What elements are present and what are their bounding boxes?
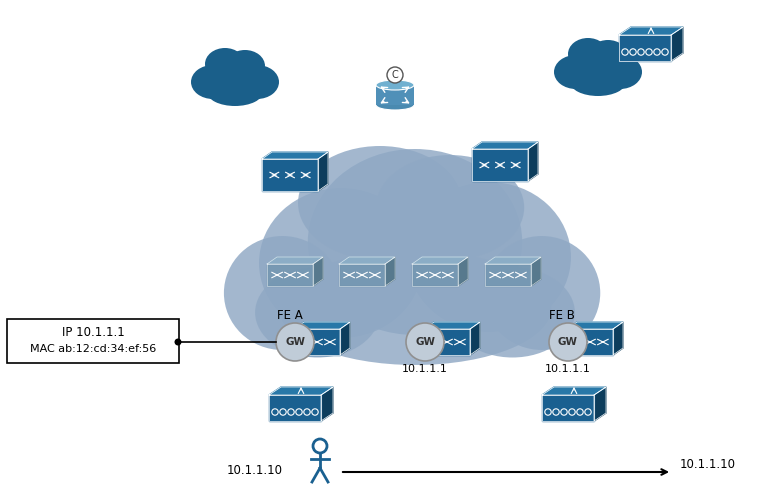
Circle shape xyxy=(387,67,403,83)
Polygon shape xyxy=(472,149,528,181)
Polygon shape xyxy=(267,257,323,264)
Polygon shape xyxy=(528,142,538,181)
Text: MAC ab:12:cd:34:ef:56: MAC ab:12:cd:34:ef:56 xyxy=(30,344,156,354)
Ellipse shape xyxy=(235,65,279,99)
Polygon shape xyxy=(339,264,385,286)
Polygon shape xyxy=(671,27,683,61)
Polygon shape xyxy=(313,257,323,286)
Ellipse shape xyxy=(279,251,551,365)
Polygon shape xyxy=(542,395,594,421)
Polygon shape xyxy=(262,152,328,159)
Polygon shape xyxy=(619,35,671,61)
Polygon shape xyxy=(472,142,538,149)
Ellipse shape xyxy=(259,188,423,338)
Ellipse shape xyxy=(376,100,414,110)
Ellipse shape xyxy=(588,40,628,72)
Text: 10.1.1.1: 10.1.1.1 xyxy=(545,364,591,374)
Text: 10.1.1.10: 10.1.1.10 xyxy=(680,458,736,471)
Ellipse shape xyxy=(255,267,380,357)
Text: C: C xyxy=(392,70,399,80)
Ellipse shape xyxy=(568,38,608,70)
Polygon shape xyxy=(318,152,328,191)
Polygon shape xyxy=(594,387,606,421)
Text: GW: GW xyxy=(558,337,578,347)
Polygon shape xyxy=(567,322,623,329)
Ellipse shape xyxy=(308,149,522,335)
Polygon shape xyxy=(458,257,468,286)
Polygon shape xyxy=(294,329,340,355)
Ellipse shape xyxy=(191,65,235,99)
Polygon shape xyxy=(424,329,470,355)
Polygon shape xyxy=(485,264,531,286)
Text: FE A: FE A xyxy=(277,309,303,322)
Polygon shape xyxy=(485,257,541,264)
Polygon shape xyxy=(424,322,480,329)
Text: IP 10.1.1.1: IP 10.1.1.1 xyxy=(61,326,124,339)
Polygon shape xyxy=(262,159,318,191)
Ellipse shape xyxy=(554,55,598,89)
Ellipse shape xyxy=(450,267,575,357)
Polygon shape xyxy=(412,257,468,264)
Polygon shape xyxy=(339,257,395,264)
Ellipse shape xyxy=(205,56,265,100)
Polygon shape xyxy=(613,322,623,355)
Circle shape xyxy=(174,338,181,345)
Polygon shape xyxy=(340,322,350,355)
Text: 10.1.1.10: 10.1.1.10 xyxy=(227,464,283,477)
Ellipse shape xyxy=(205,48,245,80)
Polygon shape xyxy=(267,264,313,286)
Ellipse shape xyxy=(376,155,525,260)
FancyBboxPatch shape xyxy=(7,319,179,363)
Text: 10.1.1.1: 10.1.1.1 xyxy=(402,364,448,374)
Polygon shape xyxy=(269,387,333,395)
Polygon shape xyxy=(294,322,350,329)
Ellipse shape xyxy=(298,146,462,260)
Circle shape xyxy=(406,323,444,361)
Ellipse shape xyxy=(225,50,265,82)
Circle shape xyxy=(276,323,314,361)
Ellipse shape xyxy=(483,236,601,350)
Ellipse shape xyxy=(568,46,628,90)
Polygon shape xyxy=(567,329,613,355)
Polygon shape xyxy=(321,387,333,421)
Ellipse shape xyxy=(407,182,571,332)
Polygon shape xyxy=(619,27,683,35)
Polygon shape xyxy=(385,257,395,286)
Polygon shape xyxy=(542,387,606,395)
Polygon shape xyxy=(412,264,458,286)
Ellipse shape xyxy=(376,80,414,90)
Text: GW: GW xyxy=(415,337,435,347)
Polygon shape xyxy=(531,257,541,286)
Ellipse shape xyxy=(207,78,263,106)
Text: FE B: FE B xyxy=(549,309,575,322)
Ellipse shape xyxy=(570,68,626,96)
Polygon shape xyxy=(376,85,414,105)
Polygon shape xyxy=(470,322,480,355)
Polygon shape xyxy=(269,395,321,421)
Circle shape xyxy=(549,323,587,361)
Ellipse shape xyxy=(224,236,341,350)
Ellipse shape xyxy=(598,55,642,89)
Text: GW: GW xyxy=(285,337,305,347)
